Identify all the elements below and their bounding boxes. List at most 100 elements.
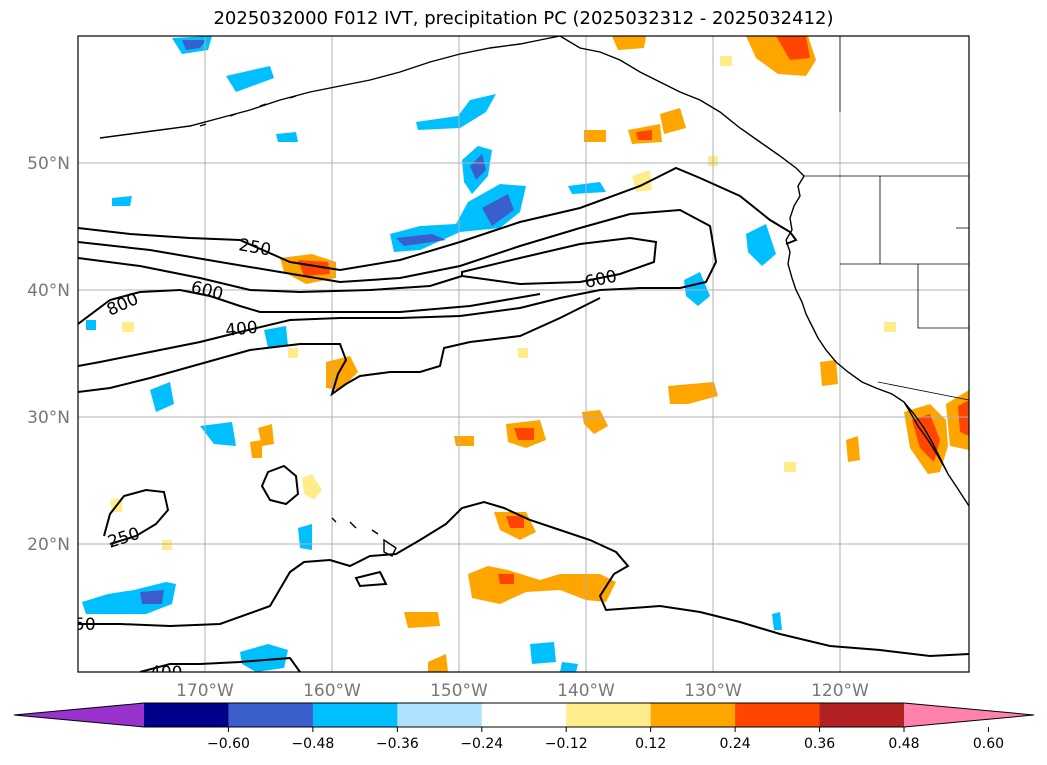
map-frame	[77, 35, 970, 673]
neg-blob	[200, 422, 236, 446]
pos-blob	[784, 462, 796, 472]
us-west-coast	[785, 239, 969, 507]
pos-blob	[668, 382, 718, 404]
colorbar-tick-label: 0.36	[804, 736, 835, 752]
neg-blob-core	[140, 590, 164, 604]
contour-label: 400	[224, 318, 258, 341]
colorbar-tick-label: −0.12	[545, 736, 588, 752]
contour-600-west	[78, 257, 463, 294]
lat-label-50n: 50°N	[27, 154, 70, 174]
colorbar-tick-label: −0.60	[207, 736, 250, 752]
state-borders	[840, 176, 969, 329]
alaska-aleutians-coast	[99, 36, 561, 139]
contour-label: 250	[105, 524, 142, 553]
bc-coast	[785, 175, 805, 241]
pos-blob	[404, 612, 440, 628]
neg-blob	[82, 582, 176, 614]
neg-blob	[264, 326, 288, 348]
alaska-peninsula-coast	[559, 36, 805, 177]
neg-blob	[226, 66, 274, 92]
colorbar-swatch	[481, 703, 567, 727]
neg-blob	[746, 224, 776, 266]
pos-blob-core	[498, 574, 514, 584]
hawaii-small-loop	[354, 570, 388, 588]
latitude-labels: 50°N 40°N 30°N 20°N	[27, 154, 70, 555]
coastlines	[99, 36, 969, 557]
pos-blob	[846, 436, 860, 462]
contour-lower	[78, 297, 601, 397]
pos-blob	[720, 56, 732, 66]
colorbar-extend-min	[14, 703, 144, 727]
neg-blob	[684, 272, 710, 306]
neg-blob	[240, 644, 288, 672]
neg-blob	[86, 320, 96, 330]
pos-blob	[612, 36, 646, 50]
pos-blob	[250, 440, 262, 458]
contour-label: 600	[189, 277, 225, 304]
contour-label: 250	[237, 235, 272, 260]
contour-labels: 250 600 800 400 600 250 50 400	[74, 235, 619, 683]
colorbar-swatch	[312, 703, 398, 727]
lon-label-150w: 150°W	[430, 681, 488, 701]
lat-label-20n: 20°N	[27, 535, 70, 555]
pos-blob	[820, 360, 838, 386]
colorbar-swatch	[566, 703, 652, 727]
hawaii-islands	[331, 517, 397, 557]
positive-precip-areas	[110, 36, 969, 672]
longitude-labels: 170°W 160°W 150°W 140°W 130°W 120°W	[176, 681, 869, 701]
neg-blob	[530, 642, 556, 664]
ivt-contours	[78, 166, 969, 672]
colorbar-swatch	[735, 703, 821, 727]
negative-precip-areas	[82, 36, 782, 672]
colorbar-swatch	[144, 703, 229, 727]
neg-blob-core	[182, 40, 206, 50]
contour-800	[78, 288, 541, 325]
contour-label: 50	[74, 615, 96, 635]
aleutian-islands	[199, 95, 297, 127]
pos-blob	[582, 410, 608, 434]
contour-600-inner	[461, 236, 658, 286]
pos-blob	[518, 348, 528, 358]
pos-blob	[660, 108, 686, 134]
pos-blob	[326, 356, 358, 390]
colorbar-swatch	[397, 703, 483, 727]
neg-blob-core	[482, 194, 514, 226]
colorbar-tick-label: −0.36	[376, 736, 419, 752]
neg-blob	[568, 182, 606, 194]
lon-label-140w: 140°W	[557, 681, 615, 701]
pos-blob-core	[776, 36, 810, 60]
pos-blob-core	[636, 130, 652, 140]
colorbar-tick-label: 0.12	[635, 736, 666, 752]
neg-blob-core	[470, 154, 486, 180]
lat-label-30n: 30°N	[27, 408, 70, 428]
colorbar-tick-label: 0.24	[720, 736, 751, 752]
colorbar: −0.60 −0.48 −0.36 −0.24 −0.12 0.12 0.24 0.36 0.4…	[13, 702, 1035, 752]
colorbar-tick-label: −0.48	[291, 736, 334, 752]
contour-400-south	[139, 656, 301, 672]
lon-label-160w: 160°W	[303, 681, 361, 701]
contour-label: 400	[150, 663, 182, 683]
colorbar-tick-label: 0.48	[888, 736, 919, 752]
neg-blob	[772, 612, 782, 630]
pos-blob	[302, 474, 322, 500]
neg-blob	[416, 94, 496, 130]
lon-label-120w: 120°W	[811, 681, 869, 701]
colorbar-swatch	[228, 703, 314, 727]
neg-blob	[298, 524, 312, 550]
political-borders	[804, 36, 969, 401]
pos-blob	[288, 348, 298, 358]
colorbar-tick-label: 0.60	[973, 736, 1004, 752]
pos-blob	[122, 322, 134, 332]
colorbar-outline	[13, 702, 1035, 728]
pos-blob-core	[958, 400, 969, 436]
neg-blob	[560, 662, 578, 672]
contour-250	[78, 166, 798, 272]
pos-blob	[584, 130, 606, 142]
pos-blob	[884, 322, 896, 332]
contour-250-south	[103, 488, 170, 545]
us-mexico-border	[877, 381, 969, 401]
lon-label-130w: 130°W	[684, 681, 742, 701]
pos-blob	[162, 540, 172, 550]
colorbar-swatch	[650, 703, 736, 727]
